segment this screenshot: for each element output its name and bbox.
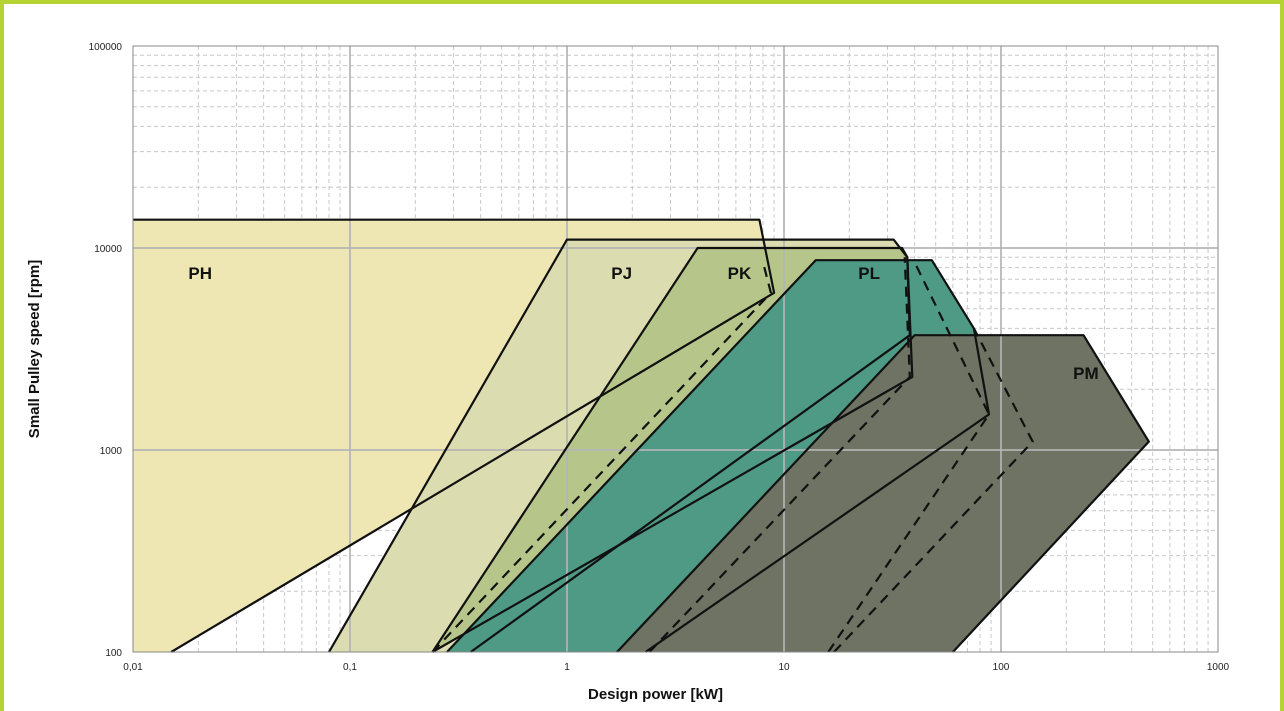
x-tick-label: 1000 [1207,662,1230,673]
x-tick-label: 100 [993,662,1010,673]
region-label-pm: PM [1073,364,1099,383]
region-label-pk: PK [728,264,752,283]
region-outlines [133,218,1150,653]
region-outline-pl [446,259,991,653]
x-tick-label: 10 [778,662,790,673]
dashed-ph-dashed [431,262,773,653]
x-tick-label: 1 [564,662,570,673]
y-tick-label: 1000 [100,446,123,457]
region-labels: PH PJ PK PL PM [188,264,1098,383]
dashed-pk-dashed [827,261,991,653]
dashed-lines [431,257,1035,653]
dashed-pj-dashed [648,257,911,653]
x-axis-label: Design power [kW] [588,686,723,703]
region-outline-ph [133,218,776,653]
x-tick-label: 0,1 [343,662,357,673]
tick-labels: 0,01 0,1 1 10 100 1000 100 1000 10000 100000 [89,42,1230,673]
region-label-ph: PH [188,264,212,283]
y-tick-label: 10000 [94,244,122,255]
dashed-pl-dashed [833,327,1035,653]
region-pm [617,335,1149,652]
y-axis-label: Small Pulley speed [rpm] [26,260,43,438]
region-label-pl: PL [858,264,880,283]
y-tick-label: 100000 [89,42,123,53]
region-outline-pm [616,334,1150,653]
y-tick-label: 100 [105,648,122,659]
major-grid [133,46,1218,652]
region-pl [447,260,989,652]
plot-border [132,45,1219,653]
region-label-pj: PJ [611,264,632,283]
x-tick-label: 0,01 [123,662,143,673]
